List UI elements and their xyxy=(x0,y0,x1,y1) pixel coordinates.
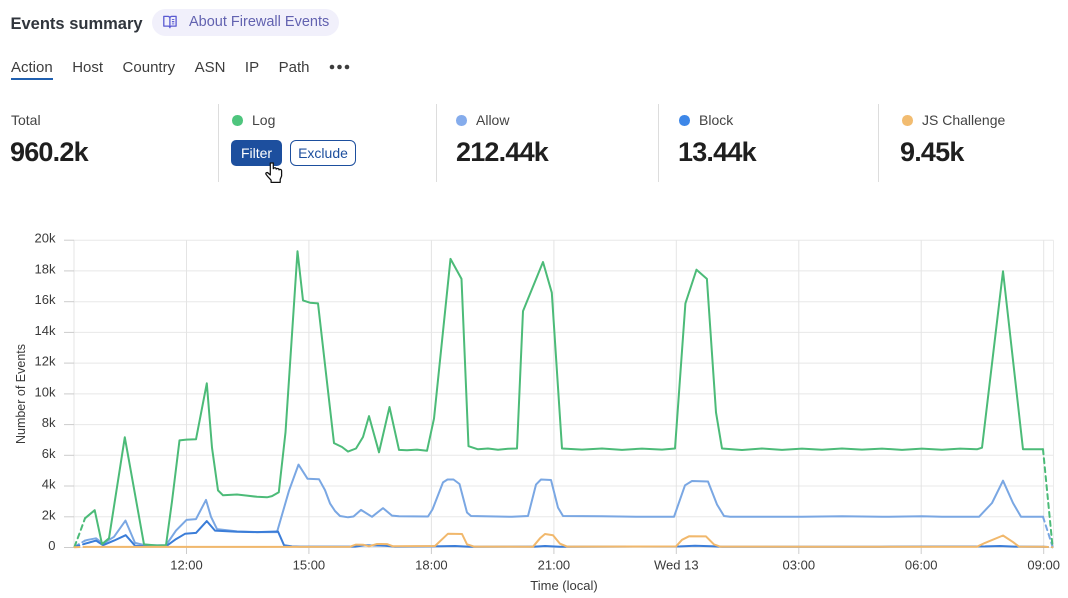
svg-text:09:00: 09:00 xyxy=(1027,558,1060,573)
svg-text:8k: 8k xyxy=(42,415,56,430)
svg-text:0: 0 xyxy=(48,538,55,553)
svg-text:06:00: 06:00 xyxy=(905,558,938,573)
svg-text:15:00: 15:00 xyxy=(293,558,326,573)
svg-text:Wed 13: Wed 13 xyxy=(654,558,699,573)
svg-text:16k: 16k xyxy=(35,292,56,307)
svg-text:10k: 10k xyxy=(35,384,56,399)
svg-text:18k: 18k xyxy=(35,261,56,276)
svg-text:03:00: 03:00 xyxy=(783,558,816,573)
svg-text:6k: 6k xyxy=(42,446,56,461)
svg-text:14k: 14k xyxy=(35,323,56,338)
svg-text:20k: 20k xyxy=(35,231,56,246)
svg-text:4k: 4k xyxy=(42,477,56,492)
svg-text:12:00: 12:00 xyxy=(170,558,203,573)
svg-text:2k: 2k xyxy=(42,507,56,522)
svg-text:12k: 12k xyxy=(35,354,56,369)
svg-text:21:00: 21:00 xyxy=(538,558,571,573)
svg-text:18:00: 18:00 xyxy=(415,558,448,573)
